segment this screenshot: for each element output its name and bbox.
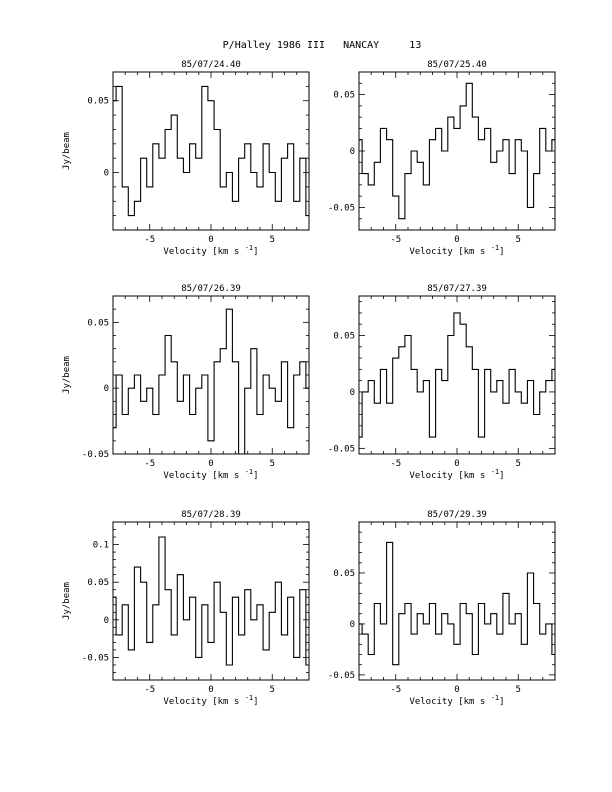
panel-grid: 85/07/24.40 -5 0 5 0 0.05 Velocity [km s -1] Jy… (62, 60, 556, 707)
x-tick-label: 5 (270, 459, 275, 469)
spectrum-panel: 85/07/25.40 -5 0 5 -0.05 0 0.05 Velocity [km s … (328, 60, 556, 257)
x-tick-label: 0 (454, 459, 459, 469)
panel-title: 85/07/24.40 (181, 60, 241, 70)
spectrum-panel: 85/07/27.39 -5 0 5 -0.05 0 0.05 Velocity [km s … (328, 284, 556, 481)
spectrum-panel: 85/07/28.39 -5 0 5 -0.05 0 0.05 0.1 Velocity [km… (62, 510, 310, 707)
x-tick-label: -5 (390, 235, 401, 245)
spectrum-panel: 85/07/24.40 -5 0 5 0 0.05 Velocity [km s -1] Jy… (62, 60, 310, 257)
spectrum-line (113, 536, 309, 666)
y-tick-label: 0 (350, 388, 355, 398)
x-axis-label: Velocity [km s -1] (163, 468, 258, 481)
panel-title: 85/07/25.40 (427, 60, 487, 70)
y-axis-label: Jy/beam (62, 356, 72, 394)
x-tick-label: 5 (270, 685, 275, 695)
page-title: P/Halley 1986 III NANCAY 13 (223, 40, 422, 51)
spectrum-line (359, 312, 555, 438)
x-axis-label: Velocity [km s -1] (409, 468, 504, 481)
x-axis-label: Velocity [km s -1] (409, 694, 504, 707)
y-tick-label: 0 (104, 616, 109, 626)
y-tick-label: 0.05 (333, 332, 355, 342)
y-axis-label: Jy/beam (62, 582, 72, 620)
y-tick-label: 0 (104, 384, 109, 394)
y-tick-label: 0.05 (333, 569, 355, 579)
y-tick-label: -0.05 (328, 203, 355, 213)
x-tick-label: -5 (144, 235, 155, 245)
y-tick-label: 0 (104, 169, 109, 179)
x-axis-label: Velocity [km s -1] (163, 244, 258, 257)
y-axis-label: Jy/beam (62, 132, 72, 170)
y-tick-label: -0.05 (328, 444, 355, 454)
x-tick-label: -5 (390, 685, 401, 695)
panel-title: 85/07/27.39 (427, 284, 487, 294)
spectrum-panel: 85/07/29.39 -5 0 5 -0.05 0 0.05 Velocity [km s … (328, 510, 556, 707)
y-tick-label: 0.05 (87, 318, 109, 328)
y-tick-label: 0.05 (333, 91, 355, 101)
x-tick-label: 0 (208, 459, 213, 469)
plot-frame (112, 521, 310, 681)
y-tick-label: 0.1 (93, 541, 109, 551)
plot-frame (358, 295, 556, 455)
y-tick-label: 0.05 (87, 578, 109, 588)
spectrum-line (113, 85, 309, 217)
x-tick-label: -5 (144, 685, 155, 695)
x-tick-label: -5 (144, 459, 155, 469)
plot-frame (112, 295, 310, 455)
x-tick-label: 0 (208, 235, 213, 245)
x-tick-label: 0 (208, 685, 213, 695)
x-tick-label: -5 (390, 459, 401, 469)
panel-title: 85/07/29.39 (427, 510, 487, 520)
y-tick-label: 0 (350, 620, 355, 630)
x-axis-label: Velocity [km s -1] (163, 694, 258, 707)
plot-frame (112, 71, 310, 231)
y-tick-label: -0.05 (328, 671, 355, 681)
x-tick-label: 5 (516, 685, 521, 695)
spectrum-panel: 85/07/26.39 -5 0 5 -0.05 0 0.05 Velocity [km s … (62, 284, 310, 481)
spectrum-line (359, 541, 555, 666)
x-tick-label: 5 (516, 459, 521, 469)
spectrum-line (113, 308, 309, 455)
panel-title: 85/07/28.39 (181, 510, 241, 520)
y-tick-label: -0.05 (82, 653, 109, 663)
x-tick-label: 0 (454, 685, 459, 695)
spectrum-line (359, 82, 555, 220)
x-axis-label: Velocity [km s -1] (409, 244, 504, 257)
panel-title: 85/07/26.39 (181, 284, 241, 294)
y-tick-label: 0.05 (87, 97, 109, 107)
y-tick-label: 0 (350, 147, 355, 157)
x-tick-label: 0 (454, 235, 459, 245)
y-tick-label: -0.05 (82, 450, 109, 460)
x-tick-label: 5 (270, 235, 275, 245)
x-tick-label: 5 (516, 235, 521, 245)
plot-frame (358, 521, 556, 681)
